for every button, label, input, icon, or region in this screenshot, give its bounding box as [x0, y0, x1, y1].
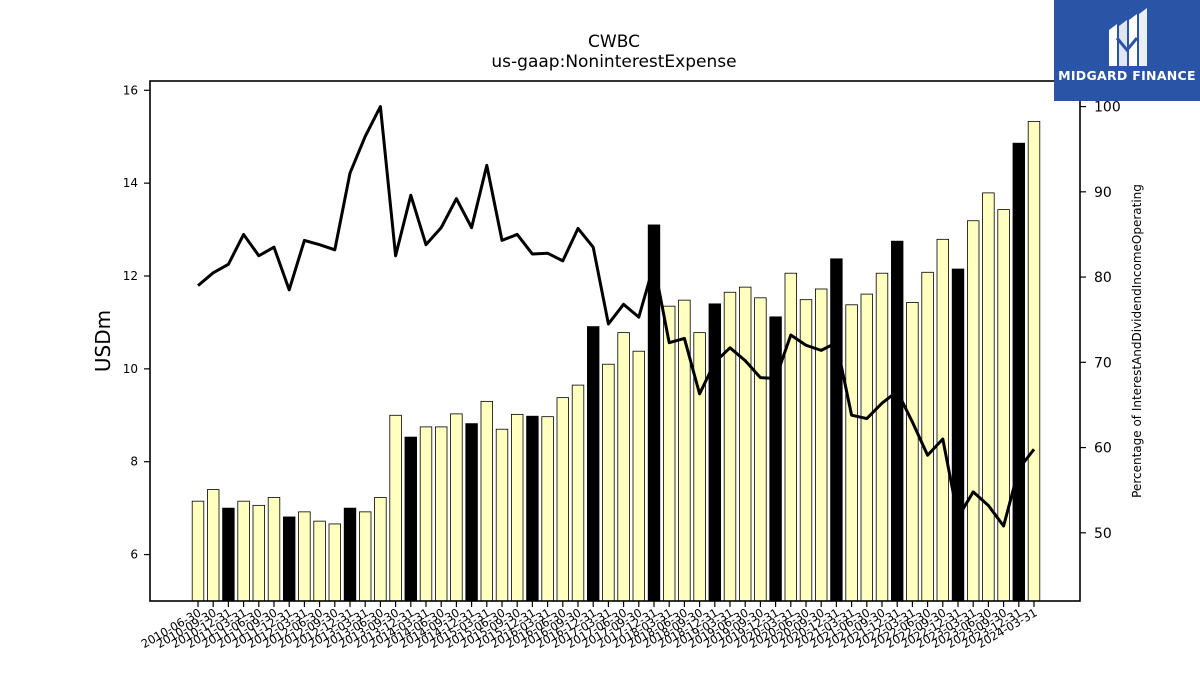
bar — [465, 423, 478, 602]
y2-tick-label: 90 — [1094, 185, 1112, 201]
logo-text: MIDGARD FINANCE — [1058, 68, 1196, 83]
bar — [404, 436, 418, 602]
y2-tick-label: 50 — [1094, 526, 1112, 542]
bar — [237, 500, 250, 602]
bar — [723, 291, 737, 602]
bar — [480, 400, 494, 602]
plot-frame — [149, 80, 1081, 602]
bar — [678, 299, 691, 602]
bar — [328, 523, 342, 602]
bar — [815, 288, 828, 602]
bar — [632, 350, 646, 602]
bar — [617, 332, 630, 602]
y2-tick-label: 80 — [1094, 270, 1112, 286]
bar — [587, 326, 600, 602]
brand-logo: MIDGARD FINANCE — [1054, 0, 1200, 101]
bar — [419, 426, 433, 602]
right-axis: 50 60 70 80 90 100 — [1080, 100, 1121, 542]
series-line — [197, 105, 1036, 528]
bar — [389, 414, 402, 602]
bar — [358, 511, 372, 602]
y2-tick-label: 100 — [1094, 100, 1121, 116]
bar — [526, 415, 539, 602]
bar — [1027, 120, 1041, 602]
bar — [951, 268, 965, 602]
y-axis-label: USDm — [91, 310, 115, 372]
bar — [343, 507, 357, 602]
bar — [845, 304, 858, 602]
bar — [267, 497, 281, 602]
bar — [830, 258, 843, 602]
bar — [921, 271, 934, 602]
bar — [556, 397, 570, 602]
y-tick-label: 14 — [123, 176, 138, 190]
y-tick-label: 12 — [123, 269, 138, 283]
y-tick-label: 16 — [123, 83, 138, 97]
bar — [510, 413, 524, 602]
chart-title: CWBC — [588, 32, 640, 52]
y-tick-label: 6 — [130, 548, 138, 562]
bar — [602, 363, 615, 602]
bar — [495, 428, 509, 602]
bar — [906, 302, 919, 602]
bar — [875, 272, 889, 602]
bar — [769, 316, 782, 602]
chart-subtitle: us-gaap:NoninterestExpense — [491, 52, 737, 72]
bar — [967, 220, 980, 602]
bar — [450, 413, 463, 602]
bar — [860, 293, 874, 602]
bar — [206, 489, 220, 602]
bar — [434, 426, 448, 602]
bar — [739, 286, 752, 602]
y2-axis-label: Percentage of InterestAndDividendIncomeO… — [1130, 184, 1144, 498]
bar — [374, 497, 387, 602]
bar — [298, 511, 311, 602]
bar — [936, 238, 950, 602]
bar — [313, 520, 326, 602]
bar — [708, 303, 722, 602]
left-axis: 6 8 10 12 14 16 — [123, 83, 150, 562]
bar — [784, 272, 798, 602]
bar — [541, 416, 554, 602]
bar — [754, 297, 767, 602]
y2-tick-label: 60 — [1094, 441, 1112, 457]
x-axis: 2010-06-302010-09-302010-12-312011-03-31… — [139, 601, 1040, 651]
bar — [222, 507, 235, 602]
bar — [1012, 142, 1026, 602]
bar — [693, 332, 706, 602]
bar — [997, 209, 1010, 602]
bar — [252, 504, 266, 602]
bars-group — [191, 120, 1041, 602]
y-tick-label: 10 — [123, 362, 138, 376]
y-tick-label: 8 — [130, 455, 138, 469]
y2-tick-label: 70 — [1094, 355, 1112, 371]
bar — [982, 192, 995, 602]
bar — [663, 305, 676, 602]
bar — [191, 500, 205, 602]
midgard-logo-icon — [1109, 8, 1147, 66]
bar — [571, 384, 585, 602]
bar — [282, 516, 296, 602]
bar — [891, 240, 904, 602]
